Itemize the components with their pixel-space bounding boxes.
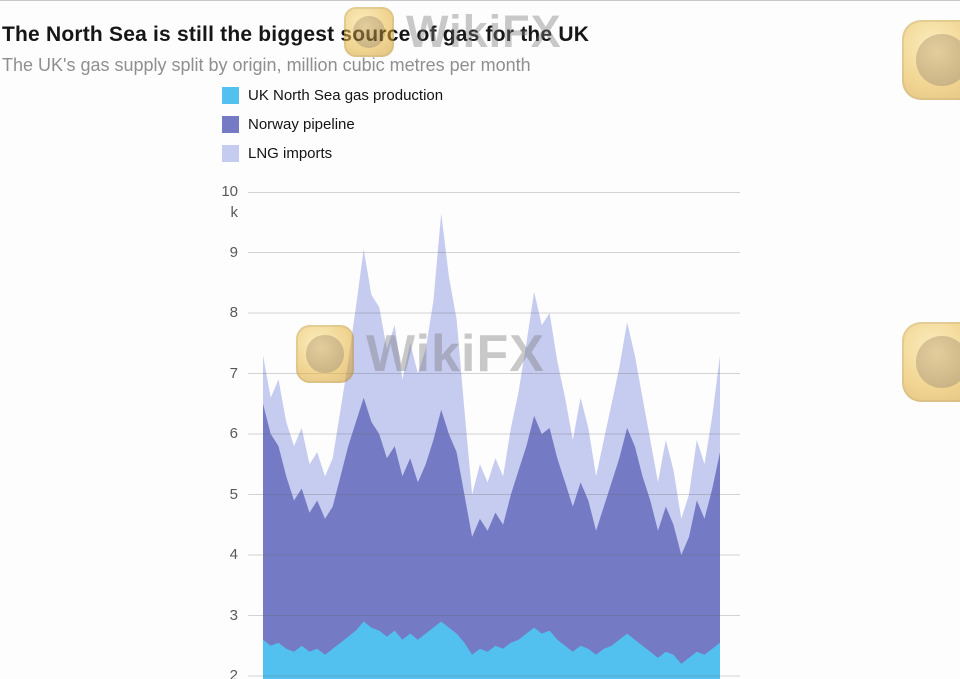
legend-label: LNG imports bbox=[248, 144, 333, 162]
legend-item-norway-pipeline: Norway pipeline bbox=[222, 114, 443, 134]
legend-swatch bbox=[222, 86, 239, 104]
area-uk-north-sea bbox=[263, 621, 720, 679]
legend-label: Norway pipeline bbox=[248, 115, 355, 133]
y-tick-label: 2 bbox=[229, 667, 238, 679]
y-tick-label: 4 bbox=[229, 546, 238, 563]
y-axis: 10 k 9 8 7 6 5 4 3 2 bbox=[198, 0, 240, 679]
legend-label: UK North Sea gas production bbox=[248, 86, 444, 104]
plot-area bbox=[248, 192, 740, 679]
legend-item-lng-imports: LNG imports bbox=[222, 143, 443, 163]
chart-legend: UK North Sea gas production Norway pipel… bbox=[222, 85, 443, 172]
top-divider-rule bbox=[0, 0, 960, 1]
wikifx-logo-watermark bbox=[902, 20, 960, 100]
page-title: The North Sea is still the biggest sourc… bbox=[2, 23, 590, 47]
wikifx-logo-watermark bbox=[902, 322, 960, 402]
y-tick-label: 8 bbox=[229, 304, 238, 321]
y-tick-label: 10 bbox=[221, 183, 238, 200]
y-tick-label: 6 bbox=[229, 425, 238, 442]
legend-swatch bbox=[222, 144, 239, 162]
area-chart-svg bbox=[248, 192, 740, 679]
legend-swatch bbox=[222, 115, 239, 133]
y-tick-label: 7 bbox=[229, 364, 238, 382]
y-tick-label: 9 bbox=[229, 243, 238, 261]
y-tick-label: 5 bbox=[229, 485, 238, 503]
y-axis-unit-suffix: k bbox=[230, 204, 239, 221]
y-tick-label: 3 bbox=[229, 606, 238, 624]
legend-item-north-sea: UK North Sea gas production bbox=[222, 85, 443, 105]
area-norway-pipeline bbox=[263, 397, 720, 679]
page-subtitle: The UK's gas supply split by origin, mil… bbox=[2, 55, 531, 75]
